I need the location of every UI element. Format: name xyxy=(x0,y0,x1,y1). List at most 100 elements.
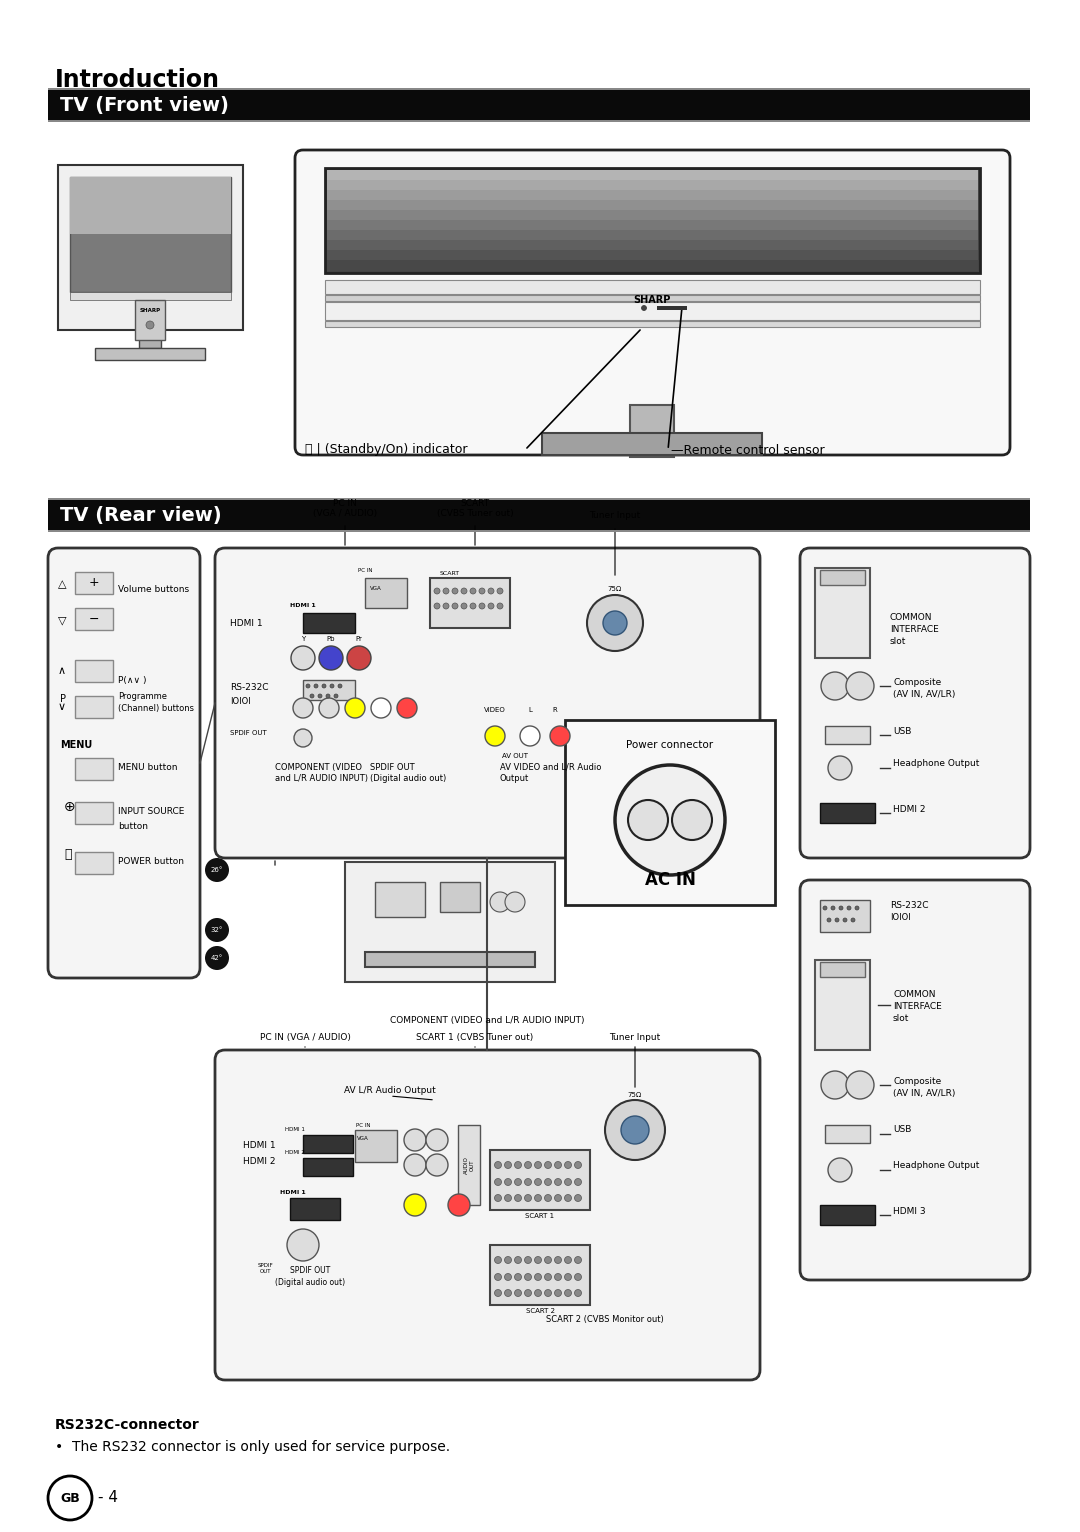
Text: INTERFACE: INTERFACE xyxy=(893,1002,942,1011)
Bar xyxy=(657,306,687,309)
Bar xyxy=(430,578,510,628)
Circle shape xyxy=(495,1195,501,1201)
Circle shape xyxy=(480,604,485,610)
Bar xyxy=(325,296,980,300)
Text: Tuner Input: Tuner Input xyxy=(590,512,640,519)
Text: Introduction: Introduction xyxy=(55,67,220,92)
Circle shape xyxy=(205,918,229,942)
Circle shape xyxy=(397,699,417,719)
Circle shape xyxy=(535,1256,541,1264)
Circle shape xyxy=(326,694,330,699)
Circle shape xyxy=(434,604,440,610)
Text: TV (Front view): TV (Front view) xyxy=(60,95,229,115)
Text: HDMI 2: HDMI 2 xyxy=(285,1151,305,1155)
Circle shape xyxy=(821,1071,849,1098)
Bar xyxy=(820,899,870,931)
Text: Programme: Programme xyxy=(118,692,167,702)
Circle shape xyxy=(514,1195,522,1201)
Circle shape xyxy=(504,1195,512,1201)
Circle shape xyxy=(605,1100,665,1160)
Bar xyxy=(820,570,865,585)
Text: GB: GB xyxy=(60,1492,80,1504)
Circle shape xyxy=(565,1290,571,1296)
Bar xyxy=(75,852,113,873)
Circle shape xyxy=(525,1290,531,1296)
FancyBboxPatch shape xyxy=(295,150,1010,455)
Circle shape xyxy=(453,588,458,594)
Circle shape xyxy=(851,918,855,922)
Text: R: R xyxy=(553,706,557,712)
Bar xyxy=(70,178,231,293)
Circle shape xyxy=(426,1154,448,1177)
Bar xyxy=(325,280,980,294)
Text: Output: Output xyxy=(500,774,529,783)
Circle shape xyxy=(554,1161,562,1169)
Bar xyxy=(325,302,980,320)
Text: SHARP: SHARP xyxy=(633,296,671,305)
Text: VGA: VGA xyxy=(370,587,381,591)
Bar xyxy=(345,863,555,982)
Text: VIDEO: VIDEO xyxy=(484,706,505,712)
Text: TV (Rear view): TV (Rear view) xyxy=(60,506,221,524)
Text: Composite: Composite xyxy=(893,679,942,686)
Text: L: L xyxy=(528,706,532,712)
Circle shape xyxy=(575,1161,581,1169)
Bar xyxy=(327,170,978,181)
Bar xyxy=(325,322,980,326)
Text: P(∧∨ ): P(∧∨ ) xyxy=(118,676,147,685)
Text: △: △ xyxy=(57,579,66,588)
Circle shape xyxy=(495,1178,501,1186)
Text: COMPONENT (VIDEO and L/R AUDIO INPUT): COMPONENT (VIDEO and L/R AUDIO INPUT) xyxy=(390,1016,584,1025)
Circle shape xyxy=(544,1290,552,1296)
Bar xyxy=(48,87,1030,90)
Text: Composite: Composite xyxy=(893,1077,942,1086)
Bar xyxy=(490,1151,590,1210)
Circle shape xyxy=(404,1193,426,1216)
Circle shape xyxy=(490,892,510,912)
Circle shape xyxy=(672,800,712,840)
Circle shape xyxy=(544,1161,552,1169)
Text: (CVBS Tuner out): (CVBS Tuner out) xyxy=(436,509,513,518)
Text: RS-232C: RS-232C xyxy=(890,901,929,910)
Bar xyxy=(48,498,1030,499)
Bar xyxy=(355,1131,397,1161)
Bar xyxy=(75,660,113,682)
Text: COMMON: COMMON xyxy=(890,613,932,622)
Circle shape xyxy=(839,905,843,910)
Text: slot: slot xyxy=(893,1014,909,1023)
Text: button: button xyxy=(118,823,148,830)
Bar xyxy=(303,1135,353,1154)
Bar xyxy=(365,951,535,967)
FancyBboxPatch shape xyxy=(215,1049,760,1380)
Circle shape xyxy=(554,1256,562,1264)
Circle shape xyxy=(319,699,339,719)
Text: POWER button: POWER button xyxy=(118,858,184,867)
Bar xyxy=(327,250,978,260)
FancyBboxPatch shape xyxy=(800,548,1030,858)
Circle shape xyxy=(575,1178,581,1186)
Text: SCART 1 (CVBS Tuner out): SCART 1 (CVBS Tuner out) xyxy=(417,1033,534,1042)
Circle shape xyxy=(514,1161,522,1169)
Circle shape xyxy=(847,905,851,910)
Circle shape xyxy=(565,1256,571,1264)
Circle shape xyxy=(293,699,313,719)
Text: 75Ω: 75Ω xyxy=(627,1092,643,1098)
Circle shape xyxy=(525,1195,531,1201)
Bar xyxy=(815,568,870,659)
Circle shape xyxy=(831,905,835,910)
Text: PC IN: PC IN xyxy=(355,1123,370,1128)
Circle shape xyxy=(330,683,334,688)
Circle shape xyxy=(345,699,365,719)
Circle shape xyxy=(205,858,229,882)
Circle shape xyxy=(554,1178,562,1186)
Bar xyxy=(542,434,762,455)
Circle shape xyxy=(565,1161,571,1169)
Circle shape xyxy=(497,588,503,594)
Circle shape xyxy=(525,1256,531,1264)
Bar xyxy=(490,1246,590,1305)
Circle shape xyxy=(544,1195,552,1201)
Text: —Remote control sensor: —Remote control sensor xyxy=(671,443,825,457)
Circle shape xyxy=(821,673,849,700)
Circle shape xyxy=(485,726,505,746)
Circle shape xyxy=(294,729,312,748)
